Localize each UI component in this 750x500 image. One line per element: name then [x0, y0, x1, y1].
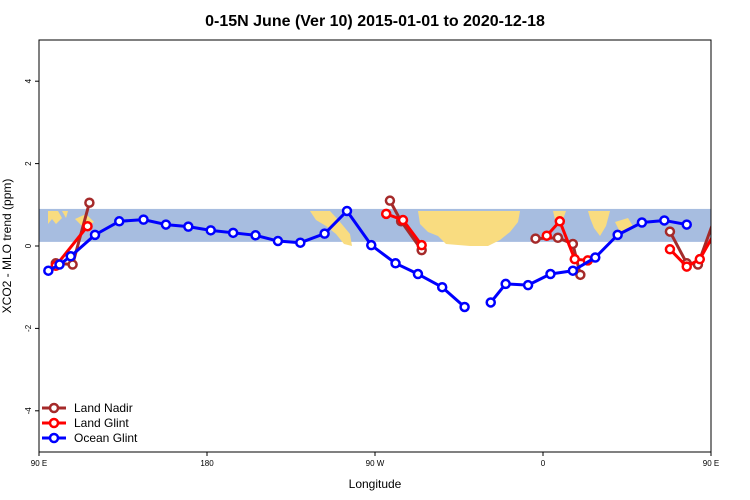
- legend-label: Land Glint: [74, 416, 129, 430]
- data-point: [485, 297, 496, 308]
- data-point: [67, 259, 78, 270]
- data-point: [530, 233, 541, 244]
- data-point: [250, 230, 261, 241]
- data-point: [295, 237, 306, 248]
- data-point: [500, 278, 511, 290]
- data-point: [82, 220, 93, 232]
- legend-swatch-marker: [48, 432, 60, 444]
- data-point: [554, 216, 566, 227]
- series-ocean-glint: [43, 205, 692, 313]
- data-point: [664, 244, 676, 255]
- data-point: [272, 235, 284, 247]
- data-point: [160, 219, 172, 230]
- data-point: [384, 195, 396, 206]
- data-point: [416, 239, 427, 251]
- land-asia-left-2: [62, 211, 68, 218]
- data-point: [612, 229, 623, 241]
- data-point: [412, 268, 424, 280]
- data-point: [664, 226, 676, 237]
- legend-swatch-marker: [48, 417, 60, 429]
- data-point: [65, 251, 76, 262]
- y-tick-label: 4: [24, 78, 33, 83]
- y-tick-label: 2: [24, 161, 33, 166]
- legend-label: Ocean Glint: [74, 431, 138, 445]
- land-africa: [418, 211, 520, 246]
- series-layer: [43, 195, 711, 313]
- data-point: [227, 227, 239, 239]
- data-point: [183, 221, 194, 232]
- x-axis-label: Longitude: [349, 477, 402, 491]
- series-line: [54, 225, 89, 267]
- land-indochina: [588, 211, 610, 236]
- data-point: [366, 239, 377, 251]
- data-point: [54, 259, 65, 270]
- data-point: [459, 301, 470, 313]
- data-point: [341, 205, 353, 217]
- data-point: [552, 232, 564, 244]
- series-line: [668, 236, 711, 269]
- series-line: [489, 218, 688, 304]
- data-point: [681, 219, 692, 230]
- x-tick-label: 180: [200, 459, 214, 468]
- data-point: [590, 252, 601, 263]
- data-point: [397, 214, 409, 226]
- y-axis: -4 -2 0 2 4: [24, 78, 39, 414]
- y-tick-label: 0: [24, 243, 33, 248]
- data-point: [567, 265, 579, 276]
- data-point: [114, 216, 125, 227]
- legend-label: Land Nadir: [74, 401, 133, 415]
- series-line: [545, 219, 588, 262]
- chart-title: 0-15N June (Ver 10) 2015-01-01 to 2020-1…: [205, 13, 545, 30]
- data-point: [380, 208, 392, 220]
- data-point: [436, 281, 448, 293]
- data-point: [319, 228, 330, 239]
- data-point: [138, 214, 149, 225]
- data-point: [390, 258, 401, 269]
- data-point: [694, 253, 706, 265]
- data-point: [569, 253, 580, 265]
- x-tick-label: 0: [541, 459, 546, 468]
- data-point: [659, 215, 670, 226]
- y-axis-label: XCO2 - MLO trend (ppm): [0, 179, 14, 314]
- x-tick-label: 90 E: [31, 459, 47, 468]
- ocean-band: [39, 208, 711, 242]
- data-point: [43, 265, 54, 276]
- data-point: [84, 197, 95, 208]
- land-asia-left: [48, 211, 62, 224]
- data-point: [205, 225, 216, 236]
- x-tick-label: 90 E: [703, 459, 719, 468]
- data-point: [541, 230, 552, 241]
- data-point: [636, 217, 648, 228]
- data-point: [89, 229, 101, 241]
- data-point: [522, 279, 534, 291]
- data-point: [681, 261, 692, 272]
- data-point: [545, 268, 556, 280]
- series-land-glint: [50, 208, 711, 272]
- x-axis: 90 E 180 90 W 0 90 E: [31, 452, 719, 468]
- data-point: [575, 269, 586, 281]
- x-tick-label: 90 W: [366, 459, 385, 468]
- legend-swatch-marker: [48, 402, 60, 414]
- y-tick-label: -4: [24, 407, 33, 415]
- y-tick-label: -2: [24, 324, 33, 332]
